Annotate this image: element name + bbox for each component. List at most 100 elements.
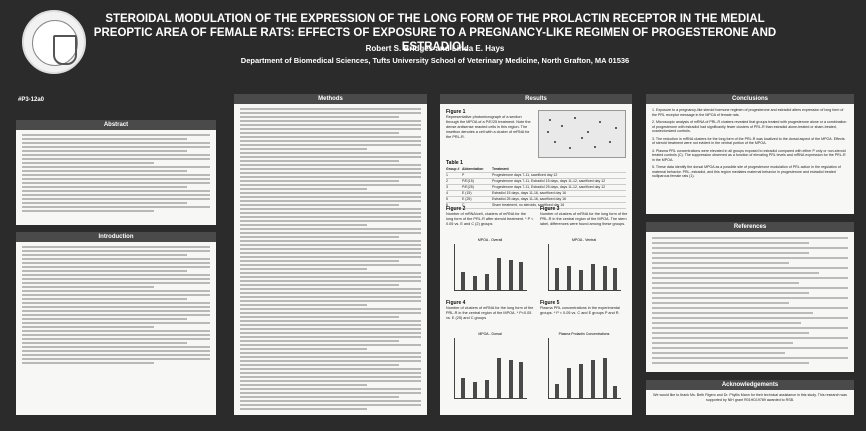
table-cell: Estradiol 25 days, days 11-16, sacrifice… [492, 197, 567, 201]
figure4-title: MPOA - Dorsal [478, 332, 502, 336]
table-cell: P [462, 173, 465, 177]
chart-bar [461, 378, 465, 398]
introduction-panel: Introduction [16, 232, 216, 415]
figure5-title: Plasma Prolactin Concentrations [558, 332, 610, 336]
conclusion-item: 3. The reduction in mRNA clusters for th… [652, 136, 845, 146]
figure3-label: Figure 3 [540, 206, 560, 212]
table1: Group # Abbreviation Treatment 1 P Proge… [446, 167, 626, 209]
chart-bar [509, 360, 513, 398]
table-cell: Estradiol 15 days, days 11-16, sacrifice… [492, 191, 567, 195]
table1-header: Treatment [492, 167, 509, 171]
chart-bar [485, 274, 489, 290]
chart-bar [473, 382, 477, 398]
chart-bar [591, 264, 595, 290]
poster-authors: Robert S. Bridges and Linda E. Hays [365, 44, 505, 53]
chart-bar [497, 258, 501, 290]
chart-bar [519, 362, 523, 398]
acknowledgements-heading: Acknowledgements [646, 380, 854, 390]
figure3-title: MPOA - Ventral [571, 238, 597, 242]
university-seal [22, 10, 86, 74]
table-cell: Progesterone days 7-11, Estradiol 25 day… [492, 185, 606, 189]
references-heading: References [646, 222, 854, 232]
chart-bar [613, 268, 617, 290]
abstract-heading: Abstract [16, 120, 216, 130]
table-cell: P/E(25) [462, 185, 474, 189]
chart-bar [567, 266, 571, 290]
chart-bar [591, 360, 595, 398]
chart-bar [509, 260, 513, 290]
methods-heading: Methods [234, 94, 427, 104]
table1-header: Abbreviation [462, 167, 484, 171]
poster-title: STEROIDAL MODULATION OF THE EXPRESSION O… [93, 13, 777, 53]
table1-header-row: Group # Abbreviation Treatment [446, 167, 626, 173]
table-cell: E (25) [462, 197, 472, 201]
results-heading: Results [440, 94, 632, 104]
abstract-panel: Abstract [16, 120, 216, 225]
conclusion-item: 1. Exposure to a pregnancy-like steroid … [652, 108, 844, 117]
figure4-label: Figure 4 [446, 300, 466, 306]
table-row: 3 P/E(25) Progesterone days 7-11, Estrad… [446, 185, 626, 191]
table1-header: Group # [446, 167, 460, 171]
acknowledgements-text: We would like to thank Ms. Beth Rigero a… [653, 393, 847, 402]
table-cell: 6 [446, 203, 448, 207]
table-cell: Sham treatment, no steroids, sacrificed … [492, 203, 565, 207]
results-panel: Results Figure 1 Representative photomic… [440, 94, 632, 415]
chart-bar [579, 270, 583, 290]
poster-number: #P3-12a0 [18, 97, 45, 103]
table-cell: 3 [446, 185, 448, 189]
table-cell: 1 [446, 173, 448, 177]
table-row: 6 C Sham treatment, no steroids, sacrifi… [446, 203, 626, 209]
introduction-heading: Introduction [16, 232, 216, 242]
figure1-caption: Representative photomicrograph of a sect… [446, 115, 531, 139]
figure4-chart [454, 338, 527, 399]
table-cell: P/E(15) [462, 179, 474, 183]
figure3-caption: Number of clusters of mRNA for the long … [540, 212, 628, 226]
table1-label: Table 1 [446, 160, 463, 166]
chart-bar [461, 272, 465, 290]
figure2-chart [454, 244, 527, 291]
table-cell: 5 [446, 197, 448, 201]
table-cell: 4 [446, 191, 448, 195]
conclusion-item: 4. Plasma PRL concentrations were elevat… [652, 148, 846, 162]
table-cell: C [462, 203, 465, 207]
conclusion-item: 2. Microscopic analysis of mRNA of PRL-R… [652, 120, 847, 133]
methods-panel: Methods [234, 94, 427, 415]
chart-bar [567, 368, 571, 398]
chart-bar [579, 364, 583, 398]
figure3-chart [548, 244, 621, 291]
conclusions-panel: Conclusions 1. Exposure to a pregnancy-l… [646, 94, 854, 214]
figure1-micrograph [538, 110, 626, 158]
figure2-label: Figure 2 [446, 206, 466, 212]
table-cell: Progesterone days 7-11, sacrificed day 1… [492, 173, 558, 177]
chart-bar [555, 268, 559, 290]
chart-bar [485, 380, 489, 398]
table-row: 5 E (25) Estradiol 25 days, days 11-16, … [446, 197, 626, 203]
figure5-label: Figure 5 [540, 300, 560, 306]
conclusions-heading: Conclusions [646, 94, 854, 104]
table-cell: E (15) [462, 191, 472, 195]
table-row: 4 E (15) Estradiol 15 days, days 11-16, … [446, 191, 626, 197]
figure2-caption: Number of mRNA/cell, clusters of mRNA fo… [446, 212, 534, 226]
table-cell: 2 [446, 179, 448, 183]
chart-bar [519, 262, 523, 290]
acknowledgements-panel: Acknowledgements We would like to thank … [646, 380, 854, 415]
table-cell: Progesterone days 7-11, Estradiol 15 day… [492, 179, 606, 183]
figure2-title: MPOA - Overall [477, 238, 503, 242]
poster-header: STEROIDAL MODULATION OF THE EXPRESSION O… [14, 6, 854, 90]
references-panel: References [646, 222, 854, 372]
figure1-label: Figure 1 [446, 109, 466, 115]
figure5-caption: Plasma PRL concentrations in the experim… [540, 306, 620, 315]
chart-bar [603, 358, 607, 398]
figure4-caption: Number of clusters of mRNA for the long … [446, 306, 534, 320]
chart-bar [603, 266, 607, 290]
conclusion-item: 5. These data identify the dorsal MPOA a… [652, 165, 841, 178]
table-row: 1 P Progesterone days 7-11, sacrificed d… [446, 173, 626, 179]
chart-bar [613, 386, 617, 398]
figure5-chart [548, 338, 621, 399]
table-row: 2 P/E(15) Progesterone days 7-11, Estrad… [446, 179, 626, 185]
poster-affiliation: Department of Biomedical Sciences, Tufts… [240, 56, 630, 65]
chart-bar [497, 358, 501, 398]
chart-bar [473, 276, 477, 290]
chart-bar [555, 384, 559, 398]
